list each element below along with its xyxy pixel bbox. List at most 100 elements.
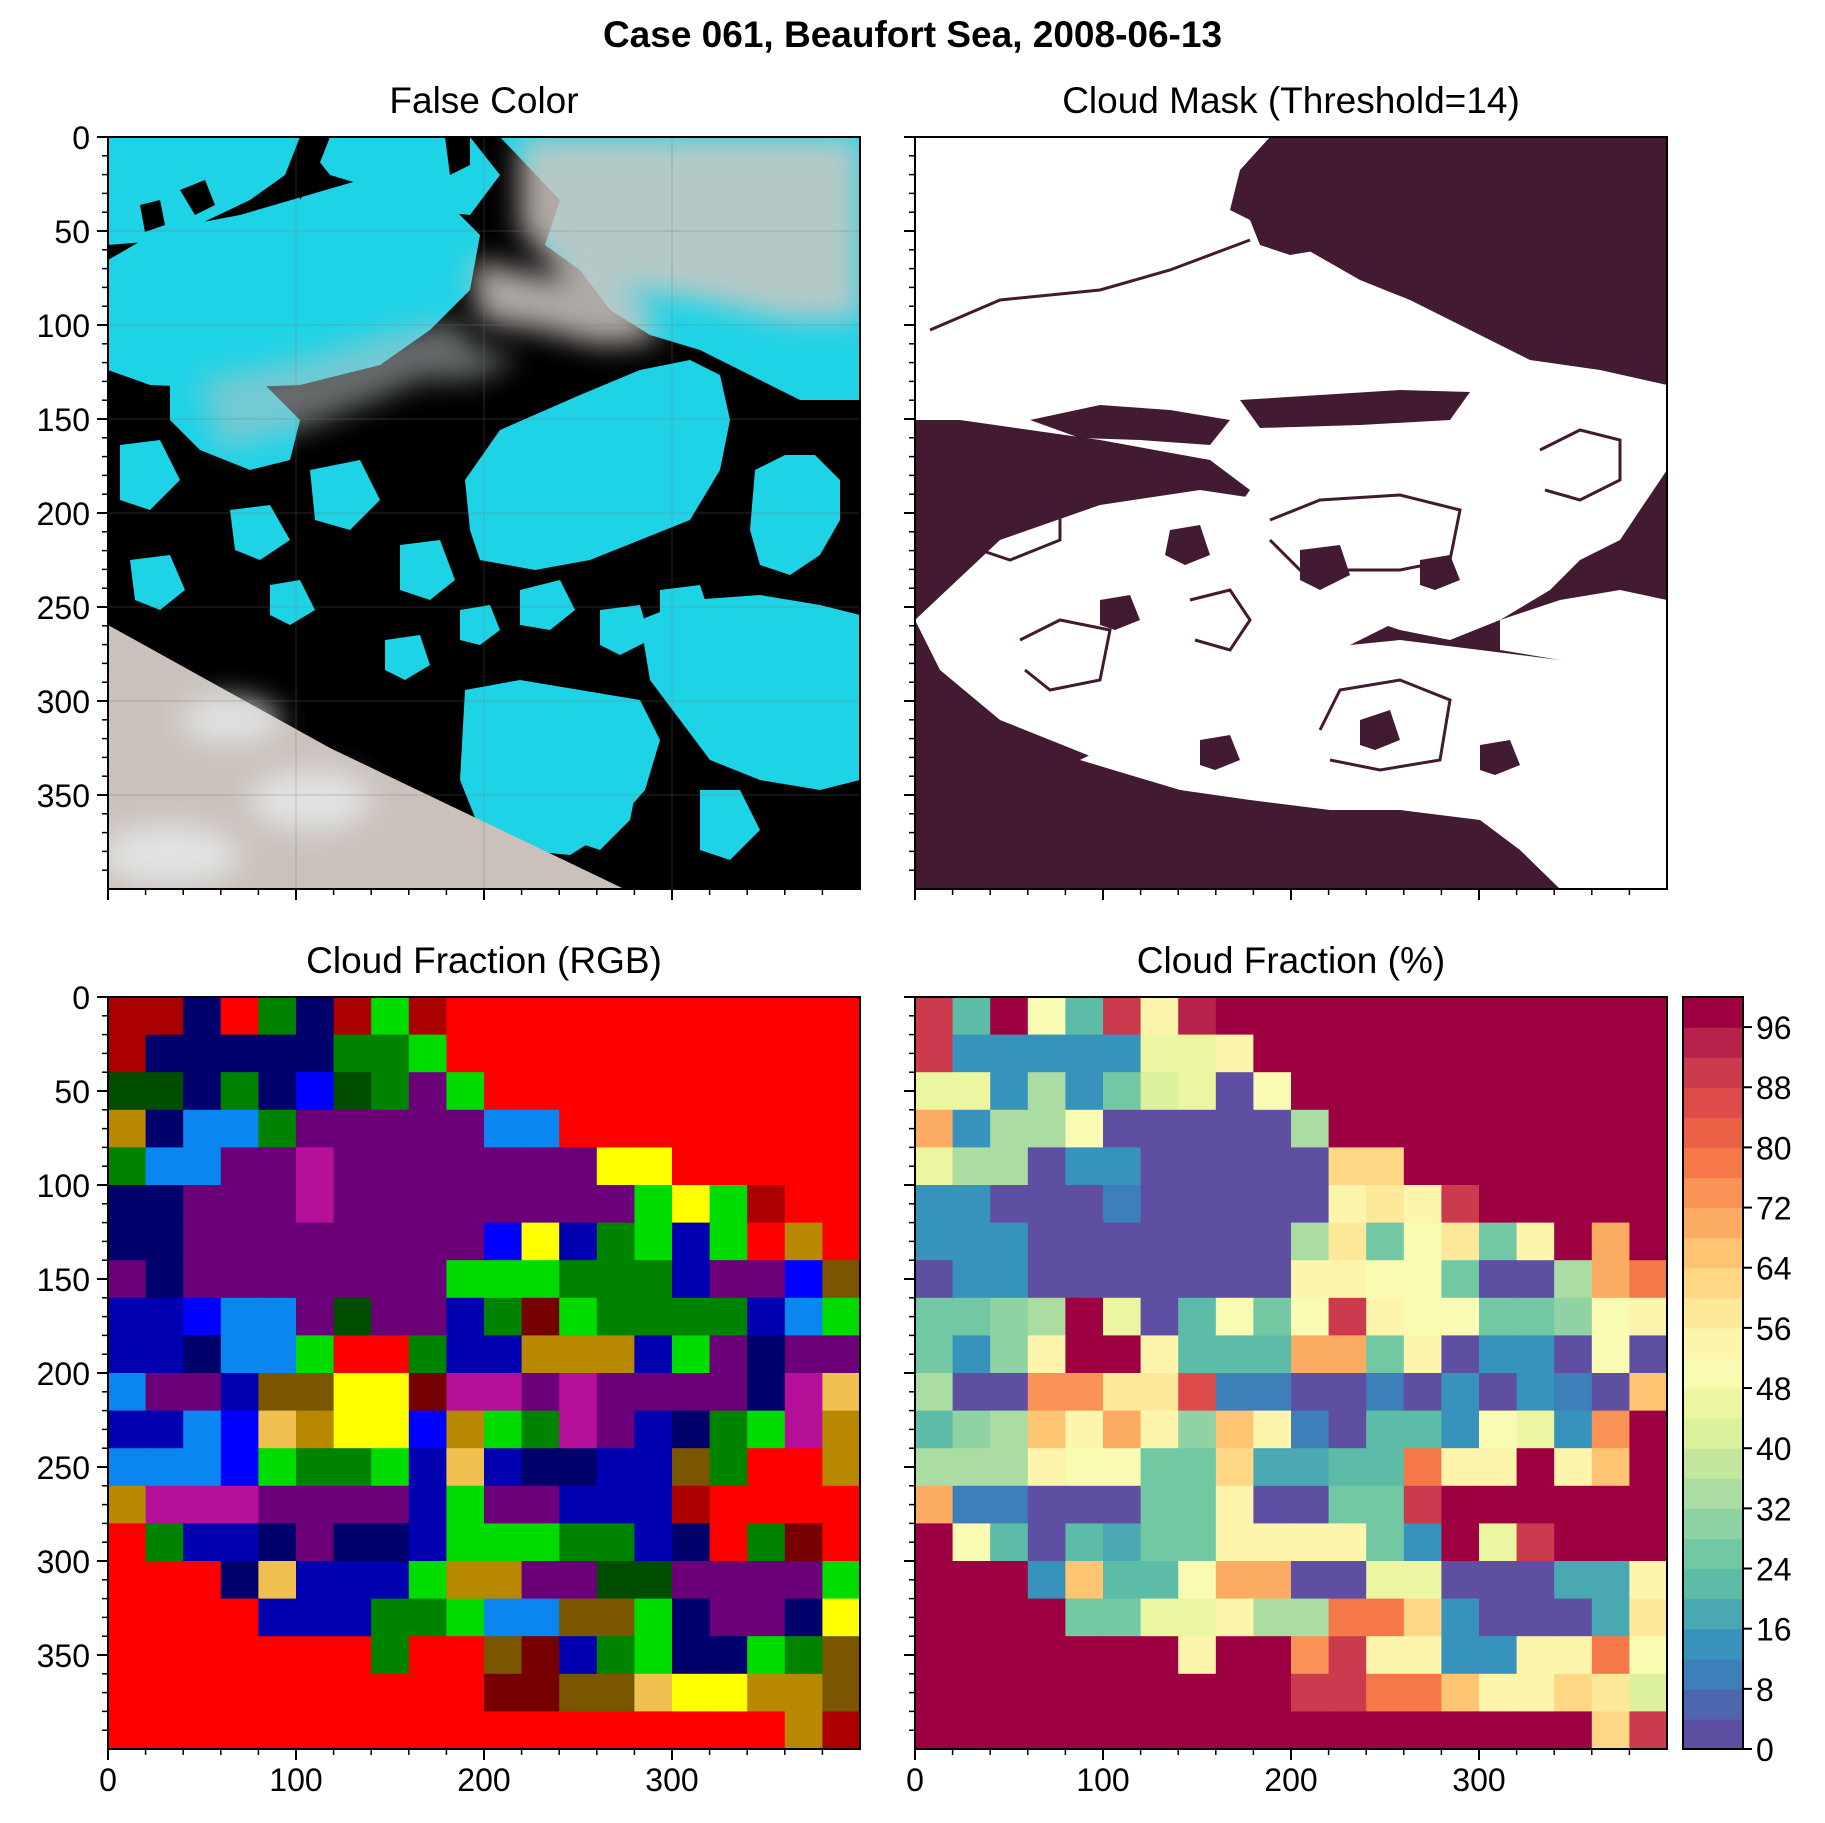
x-tick-label: 200 xyxy=(1264,1762,1317,1798)
pct-cell xyxy=(1591,1636,1630,1675)
pct-cell xyxy=(1027,1335,1066,1374)
rgb-cell xyxy=(596,1222,635,1261)
rgb-cell xyxy=(709,1072,748,1111)
rgb-cell xyxy=(634,1147,673,1186)
pct-cell xyxy=(1291,1222,1330,1261)
rgb-cell xyxy=(747,1072,786,1111)
rgb-cell xyxy=(634,1034,673,1073)
pct-cell xyxy=(1441,1711,1480,1750)
pct-cell xyxy=(1215,1711,1254,1750)
rgb-cell xyxy=(333,1523,372,1562)
pct-cell xyxy=(1253,1335,1292,1374)
pct-cell xyxy=(1178,1260,1217,1299)
rgb-cell xyxy=(446,1373,485,1412)
rgb-cell xyxy=(596,1109,635,1148)
rgb-cell xyxy=(446,1147,485,1186)
pct-cell xyxy=(1253,1523,1292,1562)
rgb-cell xyxy=(446,1410,485,1449)
rgb-cell xyxy=(371,1034,410,1073)
pct-cell xyxy=(1516,1147,1555,1186)
pct-cell xyxy=(1140,1636,1179,1675)
rgb-cell xyxy=(747,1260,786,1299)
rgb-cell xyxy=(672,1297,711,1336)
pct-cell xyxy=(1103,1222,1142,1261)
pct-cell xyxy=(1291,1485,1330,1524)
rgb-cell xyxy=(183,1260,222,1299)
pct-cell xyxy=(1253,1297,1292,1336)
rgb-cell xyxy=(108,1410,147,1449)
rgb-cell xyxy=(446,1109,485,1148)
rgb-cell xyxy=(296,1485,335,1524)
rgb-cell xyxy=(296,1523,335,1562)
colorbar-tick-label: 24 xyxy=(1756,1552,1792,1588)
rgb-cell xyxy=(371,1711,410,1750)
rgb-cell xyxy=(559,1711,598,1750)
rgb-cell xyxy=(672,1222,711,1261)
rgb-cell xyxy=(446,1523,485,1562)
rgb-cell xyxy=(145,1448,184,1487)
pct-cell xyxy=(1479,1485,1518,1524)
pct-cell xyxy=(1178,1598,1217,1637)
pct-cell xyxy=(1027,1636,1066,1675)
rgb-cell xyxy=(296,1072,335,1111)
rgb-cell xyxy=(747,1109,786,1148)
pct-cell xyxy=(1516,1598,1555,1637)
rgb-cell xyxy=(446,1335,485,1374)
rgb-cell xyxy=(596,1373,635,1412)
pct-cell xyxy=(1178,1711,1217,1750)
pct-cell xyxy=(1328,1034,1367,1073)
rgb-cell xyxy=(596,1072,635,1111)
pct-cell xyxy=(1253,1222,1292,1261)
pct-cell xyxy=(1554,1485,1593,1524)
pct-cell xyxy=(1366,1147,1405,1186)
colorbar-tick-label: 16 xyxy=(1756,1612,1792,1648)
rgb-cell xyxy=(634,1636,673,1675)
rgb-cell xyxy=(709,1448,748,1487)
pct-cell xyxy=(990,1485,1029,1524)
pct-cell xyxy=(1103,1485,1142,1524)
rgb-cell xyxy=(484,1185,523,1224)
pct-cell xyxy=(1516,1561,1555,1600)
rgb-cell xyxy=(183,1222,222,1261)
pct-cell xyxy=(1065,1147,1104,1186)
rgb-cell xyxy=(108,1185,147,1224)
pct-cell xyxy=(1253,1072,1292,1111)
pct-cell xyxy=(1479,1297,1518,1336)
pct-cell xyxy=(915,1147,954,1186)
pct-cell xyxy=(1554,1598,1593,1637)
rgb-cell xyxy=(258,1711,297,1750)
colorbar-level xyxy=(1683,1267,1743,1299)
pct-cell xyxy=(1366,1561,1405,1600)
pct-cell xyxy=(1441,1636,1480,1675)
rgb-cell xyxy=(784,1034,823,1073)
rgb-cell xyxy=(408,1636,447,1675)
pct-cell xyxy=(1291,1335,1330,1374)
rgb-cell xyxy=(296,1034,335,1073)
pct-cell xyxy=(952,1523,991,1562)
pct-cell xyxy=(990,1523,1029,1562)
pct-cell xyxy=(1629,1373,1668,1412)
rgb-cell xyxy=(371,1448,410,1487)
rgb-cell xyxy=(183,1147,222,1186)
pct-cell xyxy=(1065,1523,1104,1562)
pct-cell xyxy=(1629,1297,1668,1336)
pct-cell xyxy=(1554,1711,1593,1750)
pct-cell xyxy=(1103,1297,1142,1336)
pct-cell xyxy=(1253,1636,1292,1675)
pct-cell xyxy=(1065,1598,1104,1637)
pct-cell xyxy=(1140,1711,1179,1750)
colorbar-tick-label: 56 xyxy=(1756,1311,1792,1347)
rgb-cell xyxy=(784,1147,823,1186)
panel-title-cloud-fraction-pct: Cloud Fraction (%) xyxy=(1136,940,1446,981)
rgb-cell xyxy=(709,1673,748,1712)
rgb-cell xyxy=(822,1523,861,1562)
pct-cell xyxy=(1591,1598,1630,1637)
rgb-cell xyxy=(822,1260,861,1299)
rgb-cell xyxy=(145,1673,184,1712)
pct-cell xyxy=(1516,1485,1555,1524)
pct-cell xyxy=(1591,997,1630,1036)
rgb-cell xyxy=(371,1598,410,1637)
rgb-cell xyxy=(258,1072,297,1111)
pct-cell xyxy=(1215,1185,1254,1224)
pct-cell xyxy=(1065,1485,1104,1524)
